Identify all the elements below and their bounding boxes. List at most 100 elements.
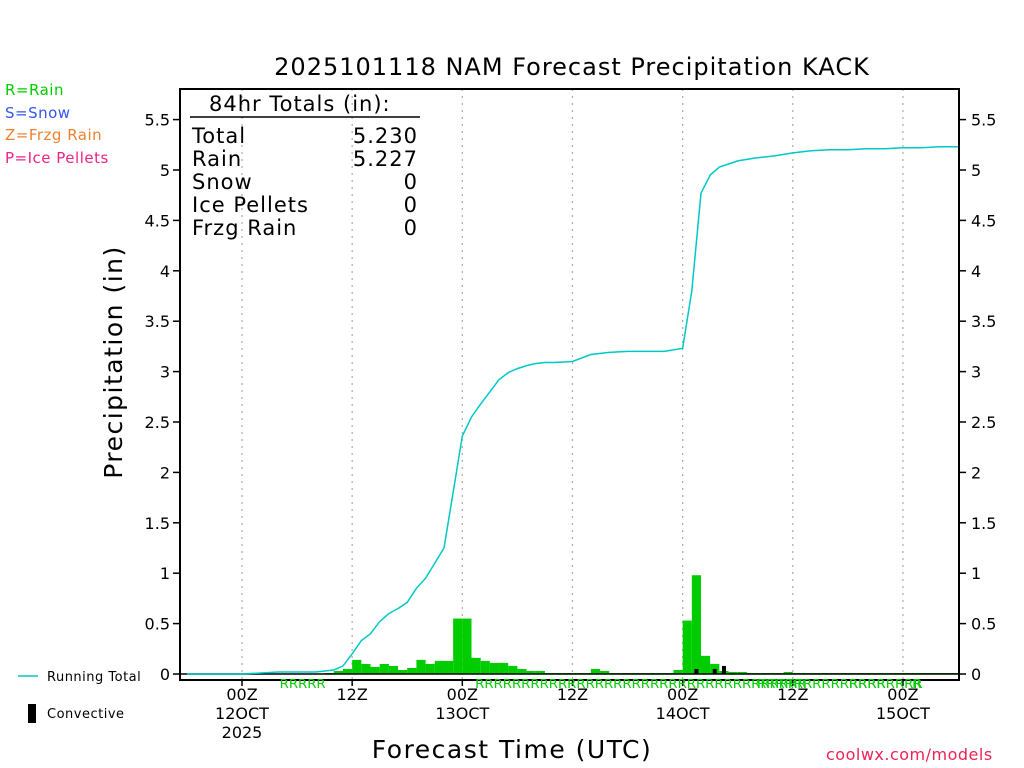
x-tick-label: 2025 — [222, 723, 263, 742]
x-tick-label: 15OCT — [876, 704, 930, 723]
y-tick-label-right: 5 — [971, 161, 981, 180]
precip-bar — [710, 663, 720, 674]
precip-type-legend-item: R=Rain — [5, 81, 64, 99]
convective-legend-label: Convective — [47, 707, 125, 722]
x-axis-title: Forecast Time (UTC) — [372, 735, 652, 764]
precip-bar — [682, 620, 692, 674]
precip-type-code: R — [912, 677, 921, 691]
precip-type-legend-item: P=Ice Pellets — [5, 148, 109, 167]
precip-bar — [398, 669, 408, 674]
y-axis-title: Precipitation (in) — [99, 245, 128, 479]
totals-row-label: Snow — [192, 170, 253, 194]
precip-type-code: RRRR — [849, 677, 886, 691]
running-total-legend-label: Running Total — [47, 670, 142, 685]
y-tick-label-right: 0 — [971, 665, 981, 684]
y-tick-label-left: 2 — [160, 463, 170, 482]
x-tick-label: 12Z — [336, 685, 367, 704]
totals-row-label: Total — [192, 124, 247, 148]
convective-bar — [694, 668, 699, 674]
precip-type-legend-item: S=Snow — [5, 103, 71, 122]
x-tick-label: 00Z — [667, 685, 698, 704]
precip-bar — [728, 671, 738, 674]
precip-bar — [342, 668, 353, 674]
totals-header: 84hr Totals (in): — [209, 92, 391, 116]
y-tick-label-left: 4 — [160, 262, 170, 281]
x-tick-label: 14OCT — [656, 704, 710, 723]
precip-type-codes: RRRRR RRRRRRRRRRRRRRRRRRRRRRRRRRRRRRRRRRR… — [280, 677, 923, 691]
x-tick-label: 13OCT — [435, 704, 489, 723]
x-tick-label: 00Z — [226, 685, 257, 704]
totals-row-value: 5.227 — [352, 147, 418, 171]
y-axis-ticks: 0 00.5 0.51 11.5 1.52 22.5 2.53 33.5 3.54 44.5 4.5… — [145, 111, 997, 684]
precip-bar — [453, 618, 463, 674]
y-tick-label-right: 4 — [971, 262, 981, 281]
y-tick-label-left: 2.5 — [145, 413, 170, 432]
y-tick-label-right: 4.5 — [971, 211, 996, 230]
totals-row-label: Rain — [192, 147, 243, 171]
precip-bar — [673, 669, 683, 674]
precip-bar — [783, 671, 793, 674]
y-tick-label-right: 5.5 — [971, 111, 996, 130]
totals-row-label: Frzg Rain — [192, 216, 298, 240]
convective-bar — [712, 668, 717, 674]
precip-bar — [499, 662, 509, 674]
y-tick-label-right: 1.5 — [971, 514, 996, 533]
y-tick-label-left: 0 — [160, 665, 170, 684]
precip-type-code: RRRRR — [280, 677, 326, 691]
convective-legend-swatch — [28, 704, 36, 723]
y-tick-label-right: 1 — [971, 564, 981, 583]
precip-bar — [737, 671, 747, 674]
y-tick-label-left: 5.5 — [145, 111, 170, 130]
precip-bar — [388, 665, 399, 674]
precip-bar — [407, 667, 417, 674]
precip-bar — [701, 655, 711, 674]
y-tick-label-right: 2 — [971, 463, 981, 482]
precip-bar — [434, 660, 444, 674]
y-tick-label-right: 3.5 — [971, 312, 996, 331]
y-tick-label-left: 4.5 — [145, 211, 170, 230]
precip-bar — [526, 670, 536, 674]
y-tick-label-left: 3 — [160, 363, 170, 382]
totals-row-value: 0 — [403, 216, 418, 240]
precip-type-legend-item: Z=Frzg Rain — [5, 126, 103, 144]
precip-bar — [443, 660, 454, 674]
y-tick-label-right: 0.5 — [971, 615, 996, 634]
running-total-line — [186, 146, 958, 675]
precip-bar — [480, 660, 490, 674]
y-tick-label-left: 1.5 — [145, 514, 170, 533]
precip-bar — [416, 659, 426, 674]
precip-bar — [379, 663, 389, 674]
precip-bar — [462, 618, 472, 674]
hourly-precip-bars — [324, 575, 959, 674]
precip-bar — [370, 666, 380, 674]
precip-bar — [471, 657, 481, 674]
convective-bars — [694, 665, 726, 674]
precip-bar — [691, 575, 701, 674]
totals-row-value: 5.230 — [352, 124, 418, 148]
precip-bar — [361, 663, 371, 674]
x-tick-label: 00Z — [447, 685, 478, 704]
chart-title: 2025101118 NAM Forecast Precipitation KA… — [274, 53, 870, 81]
x-tick-label: 12OCT — [215, 704, 269, 723]
precip-type-code: RRRRRRRRRRRRRRRRRRRRRRRRRRRRRRRRRRRR — [475, 677, 806, 691]
precip-bar — [425, 663, 435, 674]
precip-bar — [508, 665, 518, 674]
totals-row-value: 0 — [403, 170, 418, 194]
precip-bar — [517, 668, 527, 674]
precip-bar — [590, 668, 601, 674]
y-tick-label-left: 0.5 — [145, 615, 170, 634]
source-watermark: coolwx.com/models — [826, 745, 993, 764]
y-tick-label-left: 1 — [160, 564, 170, 583]
precip-bar — [600, 670, 610, 674]
x-tick-label: 12Z — [777, 685, 808, 704]
vertical-gridlines — [241, 89, 904, 680]
y-tick-label-right: 2.5 — [971, 413, 996, 432]
totals-row-label: Ice Pellets — [192, 193, 309, 217]
totals-row-value: 0 — [403, 193, 418, 217]
precip-bar — [535, 670, 545, 674]
convective-bar — [721, 665, 726, 674]
y-tick-label-right: 3 — [971, 363, 981, 382]
x-tick-label: 12Z — [557, 685, 588, 704]
precip-type-code: RRRRRRRRRRRRRRRRRR — [757, 677, 923, 691]
precip-bar — [489, 662, 500, 674]
